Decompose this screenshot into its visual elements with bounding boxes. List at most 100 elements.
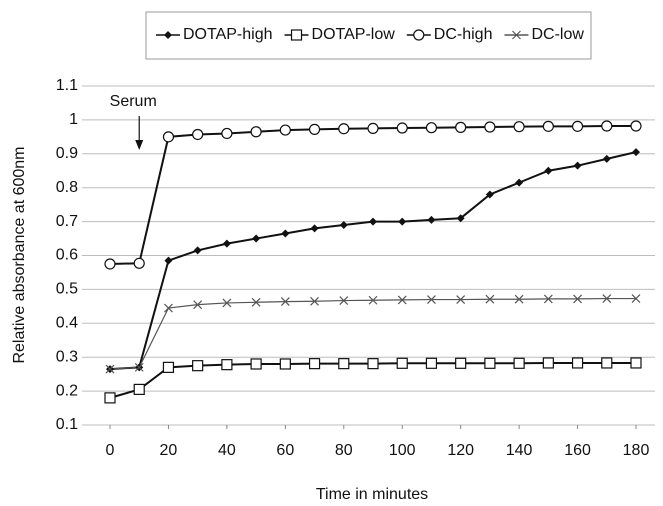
marker <box>485 190 494 199</box>
y-tick-label: 0.6 <box>56 247 78 264</box>
marker <box>573 294 582 304</box>
marker <box>133 257 145 269</box>
marker <box>133 383 145 396</box>
y-tick-label: 0.7 <box>56 213 78 230</box>
legend-label: DC-low <box>531 26 584 43</box>
marker <box>281 229 290 238</box>
marker <box>104 392 116 404</box>
x-tick-label: 140 <box>506 442 533 459</box>
marker <box>368 295 378 305</box>
marker <box>515 178 524 187</box>
marker <box>367 358 379 370</box>
marker <box>221 359 233 371</box>
x-tick-label: 60 <box>276 442 294 459</box>
marker <box>339 296 349 306</box>
marker <box>105 364 115 374</box>
marker <box>573 161 582 170</box>
x-tick-label: 160 <box>564 442 591 459</box>
marker <box>425 122 438 134</box>
marker <box>164 303 173 313</box>
marker <box>542 357 554 369</box>
marker <box>602 294 612 303</box>
marker <box>427 215 436 224</box>
marker <box>134 362 144 372</box>
marker <box>602 154 611 163</box>
marker <box>542 120 554 132</box>
legend-label: DOTAP-low <box>312 26 396 43</box>
x-tick-label: 100 <box>389 442 416 459</box>
marker <box>162 131 175 143</box>
y-tick-label: 1 <box>69 111 78 128</box>
marker <box>455 121 467 133</box>
x-tick-label: 80 <box>335 442 353 459</box>
marker <box>631 294 641 303</box>
legend-marker <box>413 29 425 41</box>
y-tick-label: 0.4 <box>56 315 78 332</box>
marker <box>251 297 261 307</box>
y-tick-label: 0.1 <box>56 416 78 433</box>
y-tick-label: 0.8 <box>56 179 78 196</box>
x-tick-label: 180 <box>623 442 650 459</box>
marker <box>252 234 261 243</box>
x-axis-label: Time in minutes <box>316 486 428 503</box>
marker <box>630 357 642 369</box>
y-tick-label: 0.5 <box>56 281 78 298</box>
marker <box>513 121 525 133</box>
marker <box>339 220 348 229</box>
marker <box>308 358 321 370</box>
x-tick-label: 40 <box>218 442 236 459</box>
marker <box>456 214 465 223</box>
marker <box>571 120 584 132</box>
y-tick-label: 0.9 <box>56 145 78 162</box>
marker <box>543 294 553 304</box>
y-tick-label: 0.3 <box>56 348 78 365</box>
marker <box>397 295 407 305</box>
x-tick-label: 20 <box>160 442 178 459</box>
marker <box>279 124 291 136</box>
marker <box>601 357 613 369</box>
legend-marker <box>290 29 303 41</box>
y-tick-label: 1.1 <box>56 77 78 94</box>
marker <box>513 357 525 369</box>
legend-label: DC-high <box>434 26 493 43</box>
annotation-arrowhead <box>135 140 144 150</box>
marker <box>222 298 232 308</box>
marker <box>280 297 290 307</box>
marker <box>193 300 203 310</box>
marker <box>514 294 524 304</box>
marker <box>367 122 379 134</box>
marker <box>632 148 640 157</box>
marker <box>369 217 377 226</box>
series-line <box>109 125 636 265</box>
marker <box>162 361 175 373</box>
marker <box>396 122 408 134</box>
marker <box>398 217 407 226</box>
marker <box>192 128 204 141</box>
marker <box>250 358 262 370</box>
marker <box>484 121 496 133</box>
series-line <box>109 151 637 371</box>
marker <box>310 296 319 306</box>
marker <box>571 357 584 369</box>
marker <box>338 358 350 370</box>
marker <box>308 123 321 135</box>
y-tick-label: 0.2 <box>56 382 78 399</box>
marker <box>484 357 496 369</box>
marker <box>427 295 436 304</box>
marker <box>164 256 173 265</box>
legend-label: DOTAP-high <box>183 26 273 43</box>
marker <box>485 294 495 304</box>
legend-marker <box>512 30 521 40</box>
marker <box>630 120 642 132</box>
marker <box>601 120 613 132</box>
marker <box>310 224 319 233</box>
marker <box>456 295 466 304</box>
x-tick-label: 120 <box>447 442 474 459</box>
marker <box>425 357 438 369</box>
marker <box>455 357 467 369</box>
marker <box>396 357 408 369</box>
marker <box>221 127 233 140</box>
legend-marker <box>164 31 172 39</box>
marker <box>544 166 553 175</box>
